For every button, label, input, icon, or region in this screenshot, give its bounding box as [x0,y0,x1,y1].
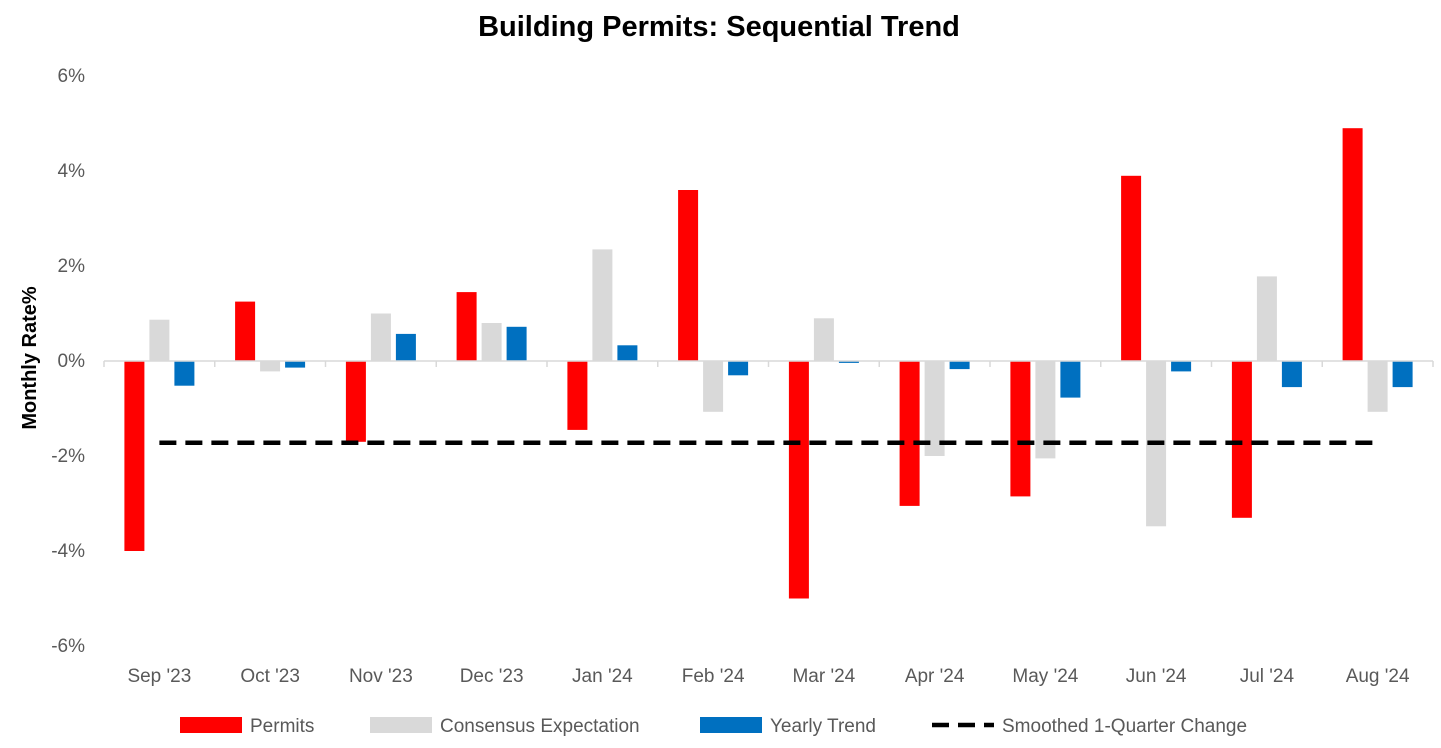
bar-series-group [124,128,1413,599]
y-tick-label: -4% [51,541,85,562]
bar-consensus-expectation-6 [813,318,834,362]
bar-permits-5 [678,190,699,361]
x-tick-label: Jan '24 [572,666,633,687]
bar-yearly-trend-11 [1392,361,1413,388]
bar-permits-9 [1121,175,1142,362]
bar-yearly-trend-1 [285,361,306,368]
bar-permits-4 [567,361,588,430]
y-tick-label: 2% [58,256,86,277]
bar-permits-11 [1342,128,1363,361]
bar-consensus-expectation-7 [924,361,945,456]
bar-permits-6 [788,361,809,599]
x-tick-label: Feb '24 [682,666,745,687]
x-tick-label: Mar '24 [792,666,855,687]
bar-yearly-trend-5 [728,361,749,376]
y-tick-label: 4% [58,161,86,182]
legend-swatch-yearly-trend [700,717,762,733]
x-tick-label: Jul '24 [1240,666,1295,687]
x-tick-label: May '24 [1012,666,1078,687]
bar-consensus-expectation-4 [592,249,613,361]
legend-swatch-consensus-expectation [370,717,432,733]
bar-yearly-trend-6 [838,361,859,363]
y-axis-label: Monthly Rate% [19,286,41,430]
x-axis-ticks: Sep '23 Oct '23 Nov '23 Dec '23 Jan '24 Feb '… [127,666,1410,687]
bar-consensus-expectation-3 [481,323,502,361]
bar-permits-0 [124,361,145,551]
x-tick-label: Nov '23 [349,666,413,687]
bar-permits-8 [1010,361,1031,497]
bar-consensus-expectation-11 [1367,361,1388,412]
x-tick-label: Aug '24 [1346,666,1410,687]
legend-swatch-permits [180,717,242,733]
y-tick-label: 0% [58,351,86,372]
y-tick-label: -2% [51,446,85,467]
bar-consensus-expectation-5 [703,361,724,412]
bar-yearly-trend-7 [949,361,970,370]
bar-consensus-expectation-2 [370,313,391,361]
bar-consensus-expectation-8 [1035,361,1056,459]
bar-consensus-expectation-10 [1256,276,1277,361]
bar-yearly-trend-2 [395,333,416,361]
x-tick-label: Apr '24 [905,666,965,687]
y-axis-ticks: 6% 4% 2% 0% -2% -4% -6% [51,66,85,657]
x-tick-label: Oct '23 [240,666,300,687]
bar-yearly-trend-8 [1060,361,1081,398]
bar-yearly-trend-0 [174,361,195,386]
bar-consensus-expectation-0 [149,319,170,361]
legend-label-consensus-expectation: Consensus Expectation [440,716,640,737]
legend: Permits Consensus Expectation Yearly Trend… [180,716,1247,737]
bar-yearly-trend-3 [506,326,527,361]
legend-label-yearly-trend: Yearly Trend [770,716,876,737]
x-tick-label: Jun '24 [1126,666,1187,687]
bar-permits-3 [456,292,477,361]
bar-yearly-trend-4 [617,345,638,361]
legend-label-smoothed-1-quarter-change: Smoothed 1-Quarter Change [1002,716,1247,737]
chart-title: Building Permits: Sequential Trend [478,11,960,43]
bar-yearly-trend-9 [1171,361,1192,372]
legend-label-permits: Permits [250,716,314,737]
x-tick-label: Sep '23 [127,666,191,687]
y-tick-label: 6% [58,66,86,87]
y-tick-label: -6% [51,636,85,657]
x-tick-label: Dec '23 [460,666,524,687]
bar-permits-10 [1231,361,1252,518]
bar-permits-2 [345,361,366,442]
x-axis [103,360,1434,367]
bar-consensus-expectation-1 [260,361,281,372]
bar-yearly-trend-10 [1281,361,1302,388]
bar-permits-7 [899,361,920,506]
bar-permits-1 [235,301,256,361]
